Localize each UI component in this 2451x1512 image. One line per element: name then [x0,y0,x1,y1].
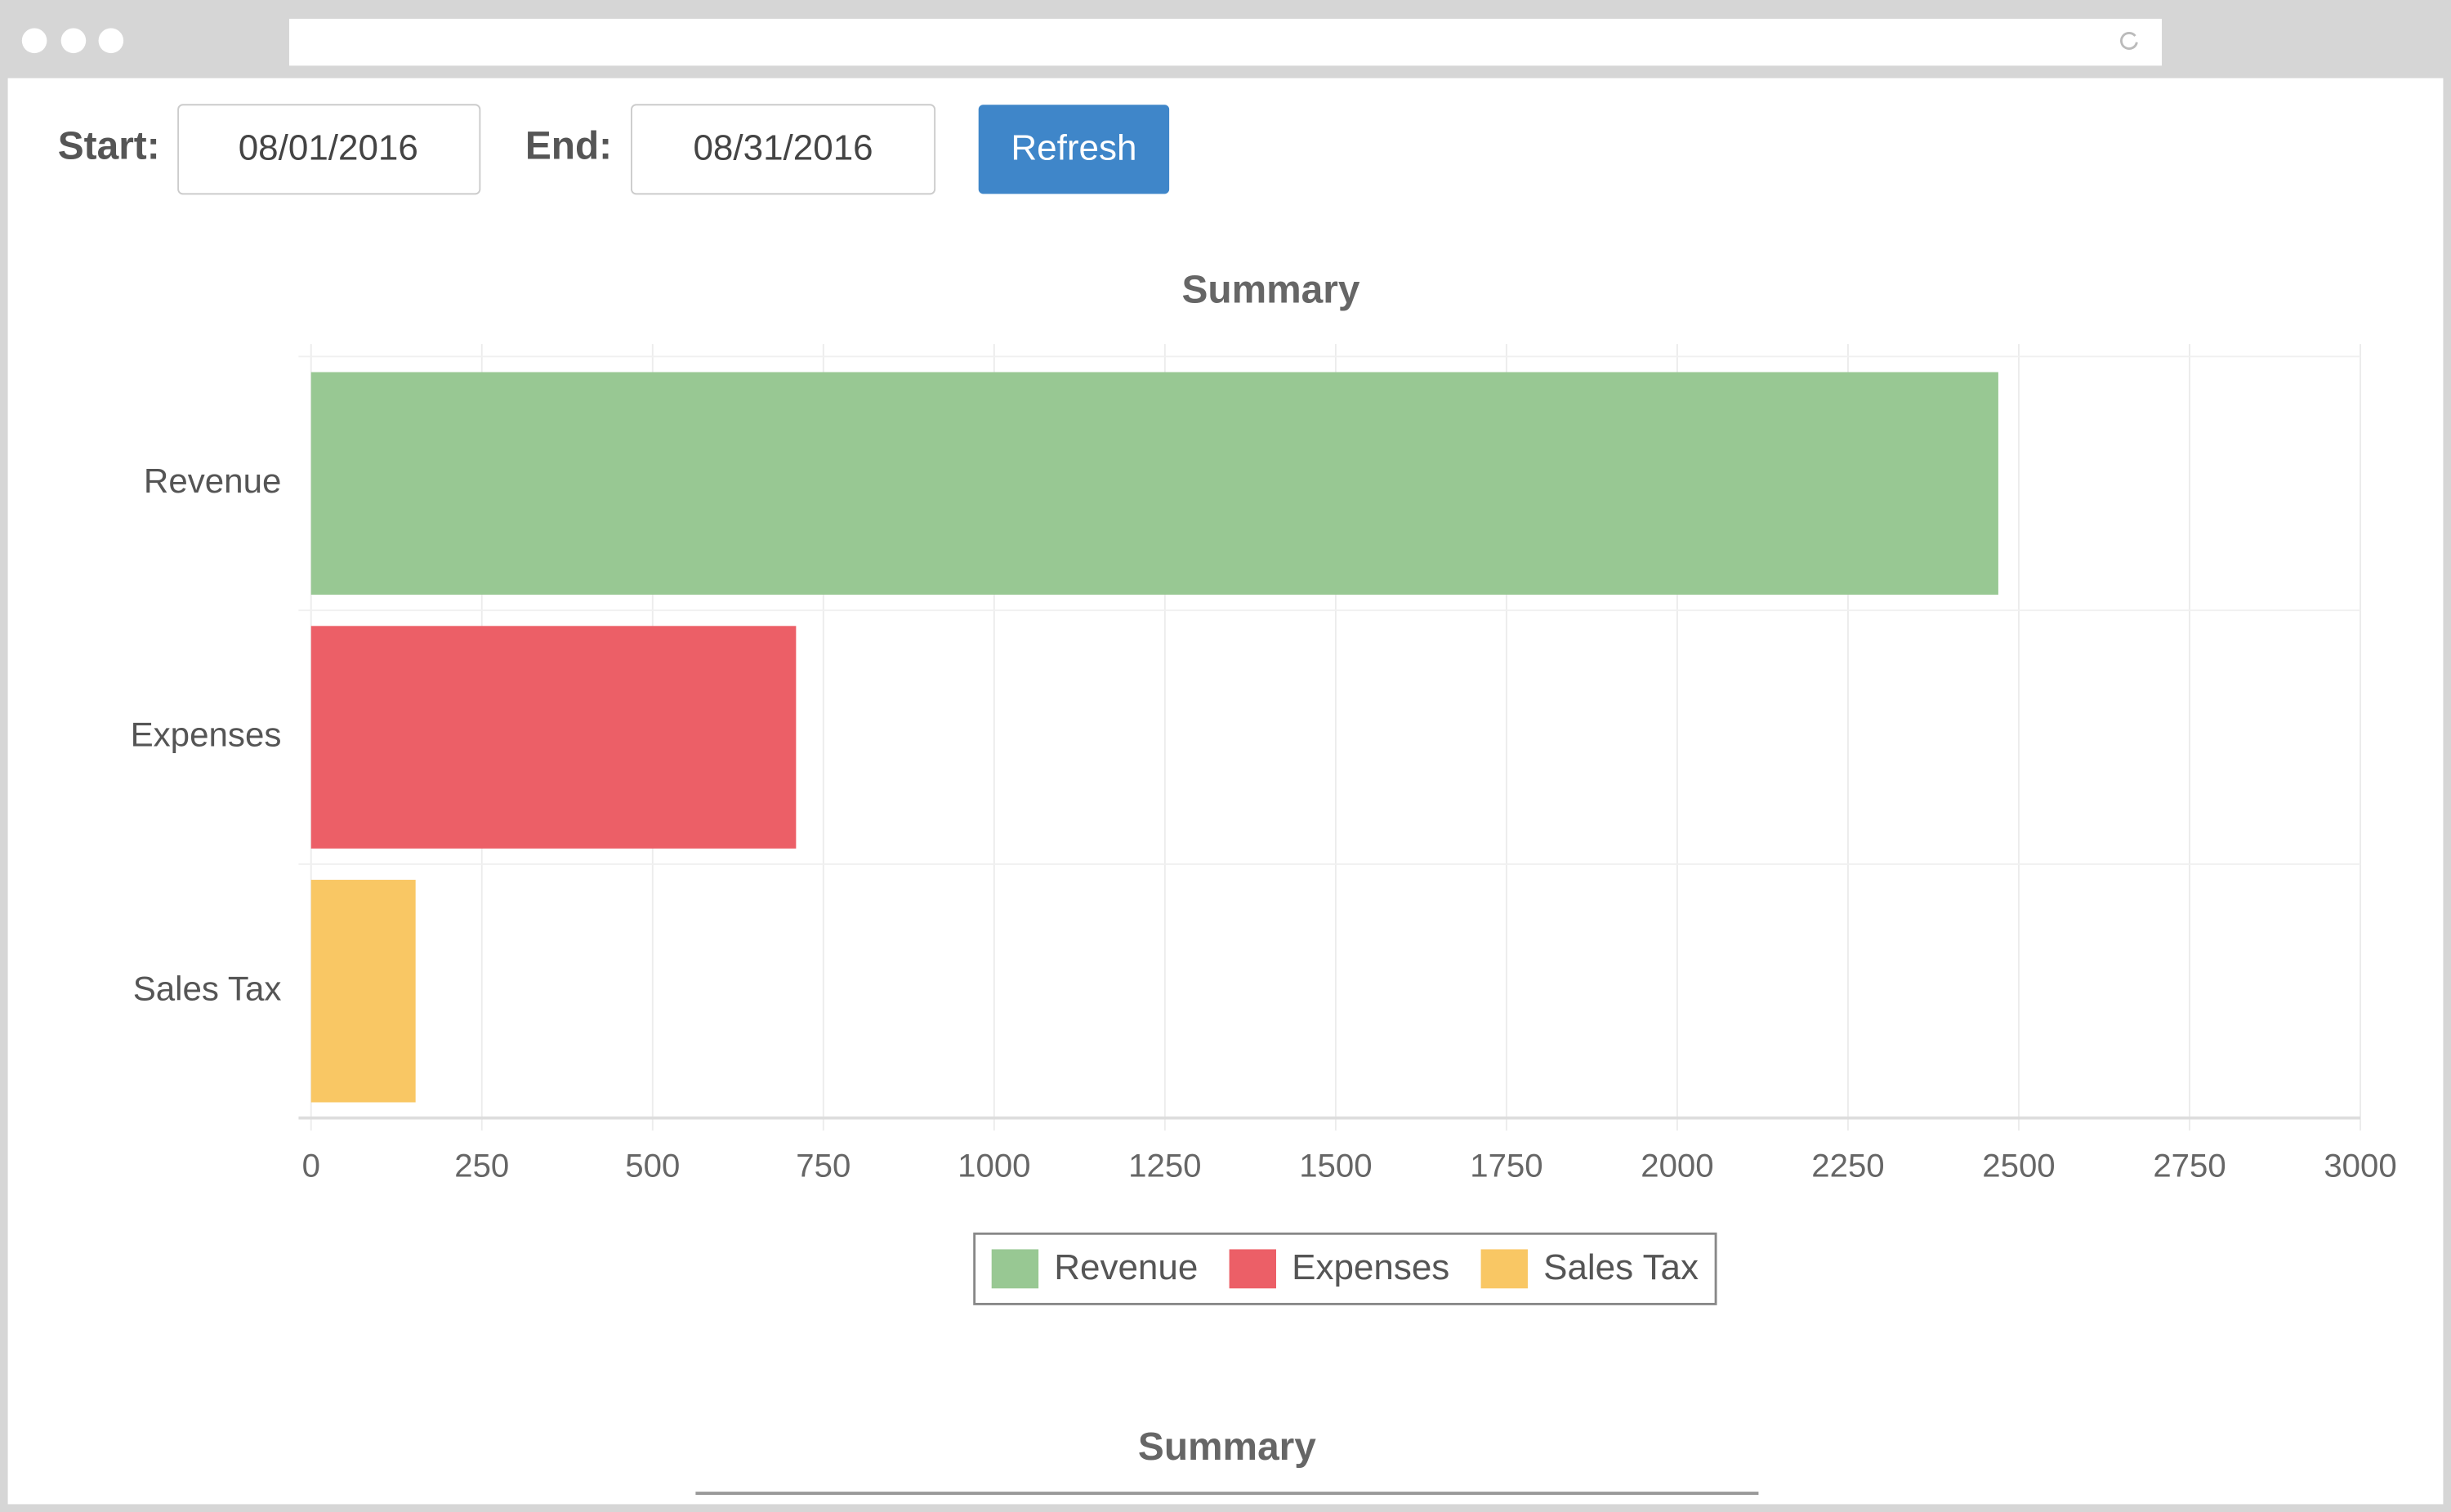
y-tick-label: Revenue [144,462,281,500]
x-tick-label: 750 [796,1147,850,1184]
legend-label: Expenses [1292,1247,1449,1287]
bar [311,626,797,848]
x-tick-label: 250 [454,1147,509,1184]
start-value[interactable]: 08/01/2016 [239,127,418,167]
x-tick-label: 2000 [1641,1147,1713,1184]
window-dot[interactable] [22,28,47,53]
footer-title: Summary [1138,1425,1316,1469]
x-tick-label: 0 [302,1147,320,1184]
bar [311,372,1998,595]
start-label: Start: [58,124,160,167]
legend-swatch [1230,1249,1276,1288]
legend: Revenue Expenses Sales Tax [975,1233,1716,1304]
end-label: End: [525,124,612,167]
x-tick-label: 500 [625,1147,680,1184]
x-tick-label: 1250 [1128,1147,1201,1184]
window-dot[interactable] [99,28,124,53]
legend-label: Revenue [1054,1247,1198,1287]
x-tick-label: 1500 [1299,1147,1372,1184]
x-tick-label: 2750 [2153,1147,2226,1184]
x-tick-label: 1750 [1470,1147,1542,1184]
window-dot[interactable] [61,28,87,53]
legend-swatch [992,1249,1038,1288]
legend-swatch [1481,1249,1528,1288]
x-tick-label: 2250 [1811,1147,1884,1184]
x-tick-label: 3000 [2324,1147,2396,1184]
chart-title: Summary [1182,269,1360,312]
refresh-button-label[interactable]: Refresh [1011,127,1136,167]
y-tick-label: Sales Tax [133,969,282,1007]
legend-label: Sales Tax [1543,1247,1699,1287]
y-tick-label: Expenses [131,716,282,754]
x-tick-label: 1000 [958,1147,1030,1184]
end-value[interactable]: 08/31/2016 [693,127,873,167]
address-bar[interactable] [289,19,2162,65]
bar [311,880,416,1102]
x-tick-label: 2500 [1982,1147,2055,1184]
